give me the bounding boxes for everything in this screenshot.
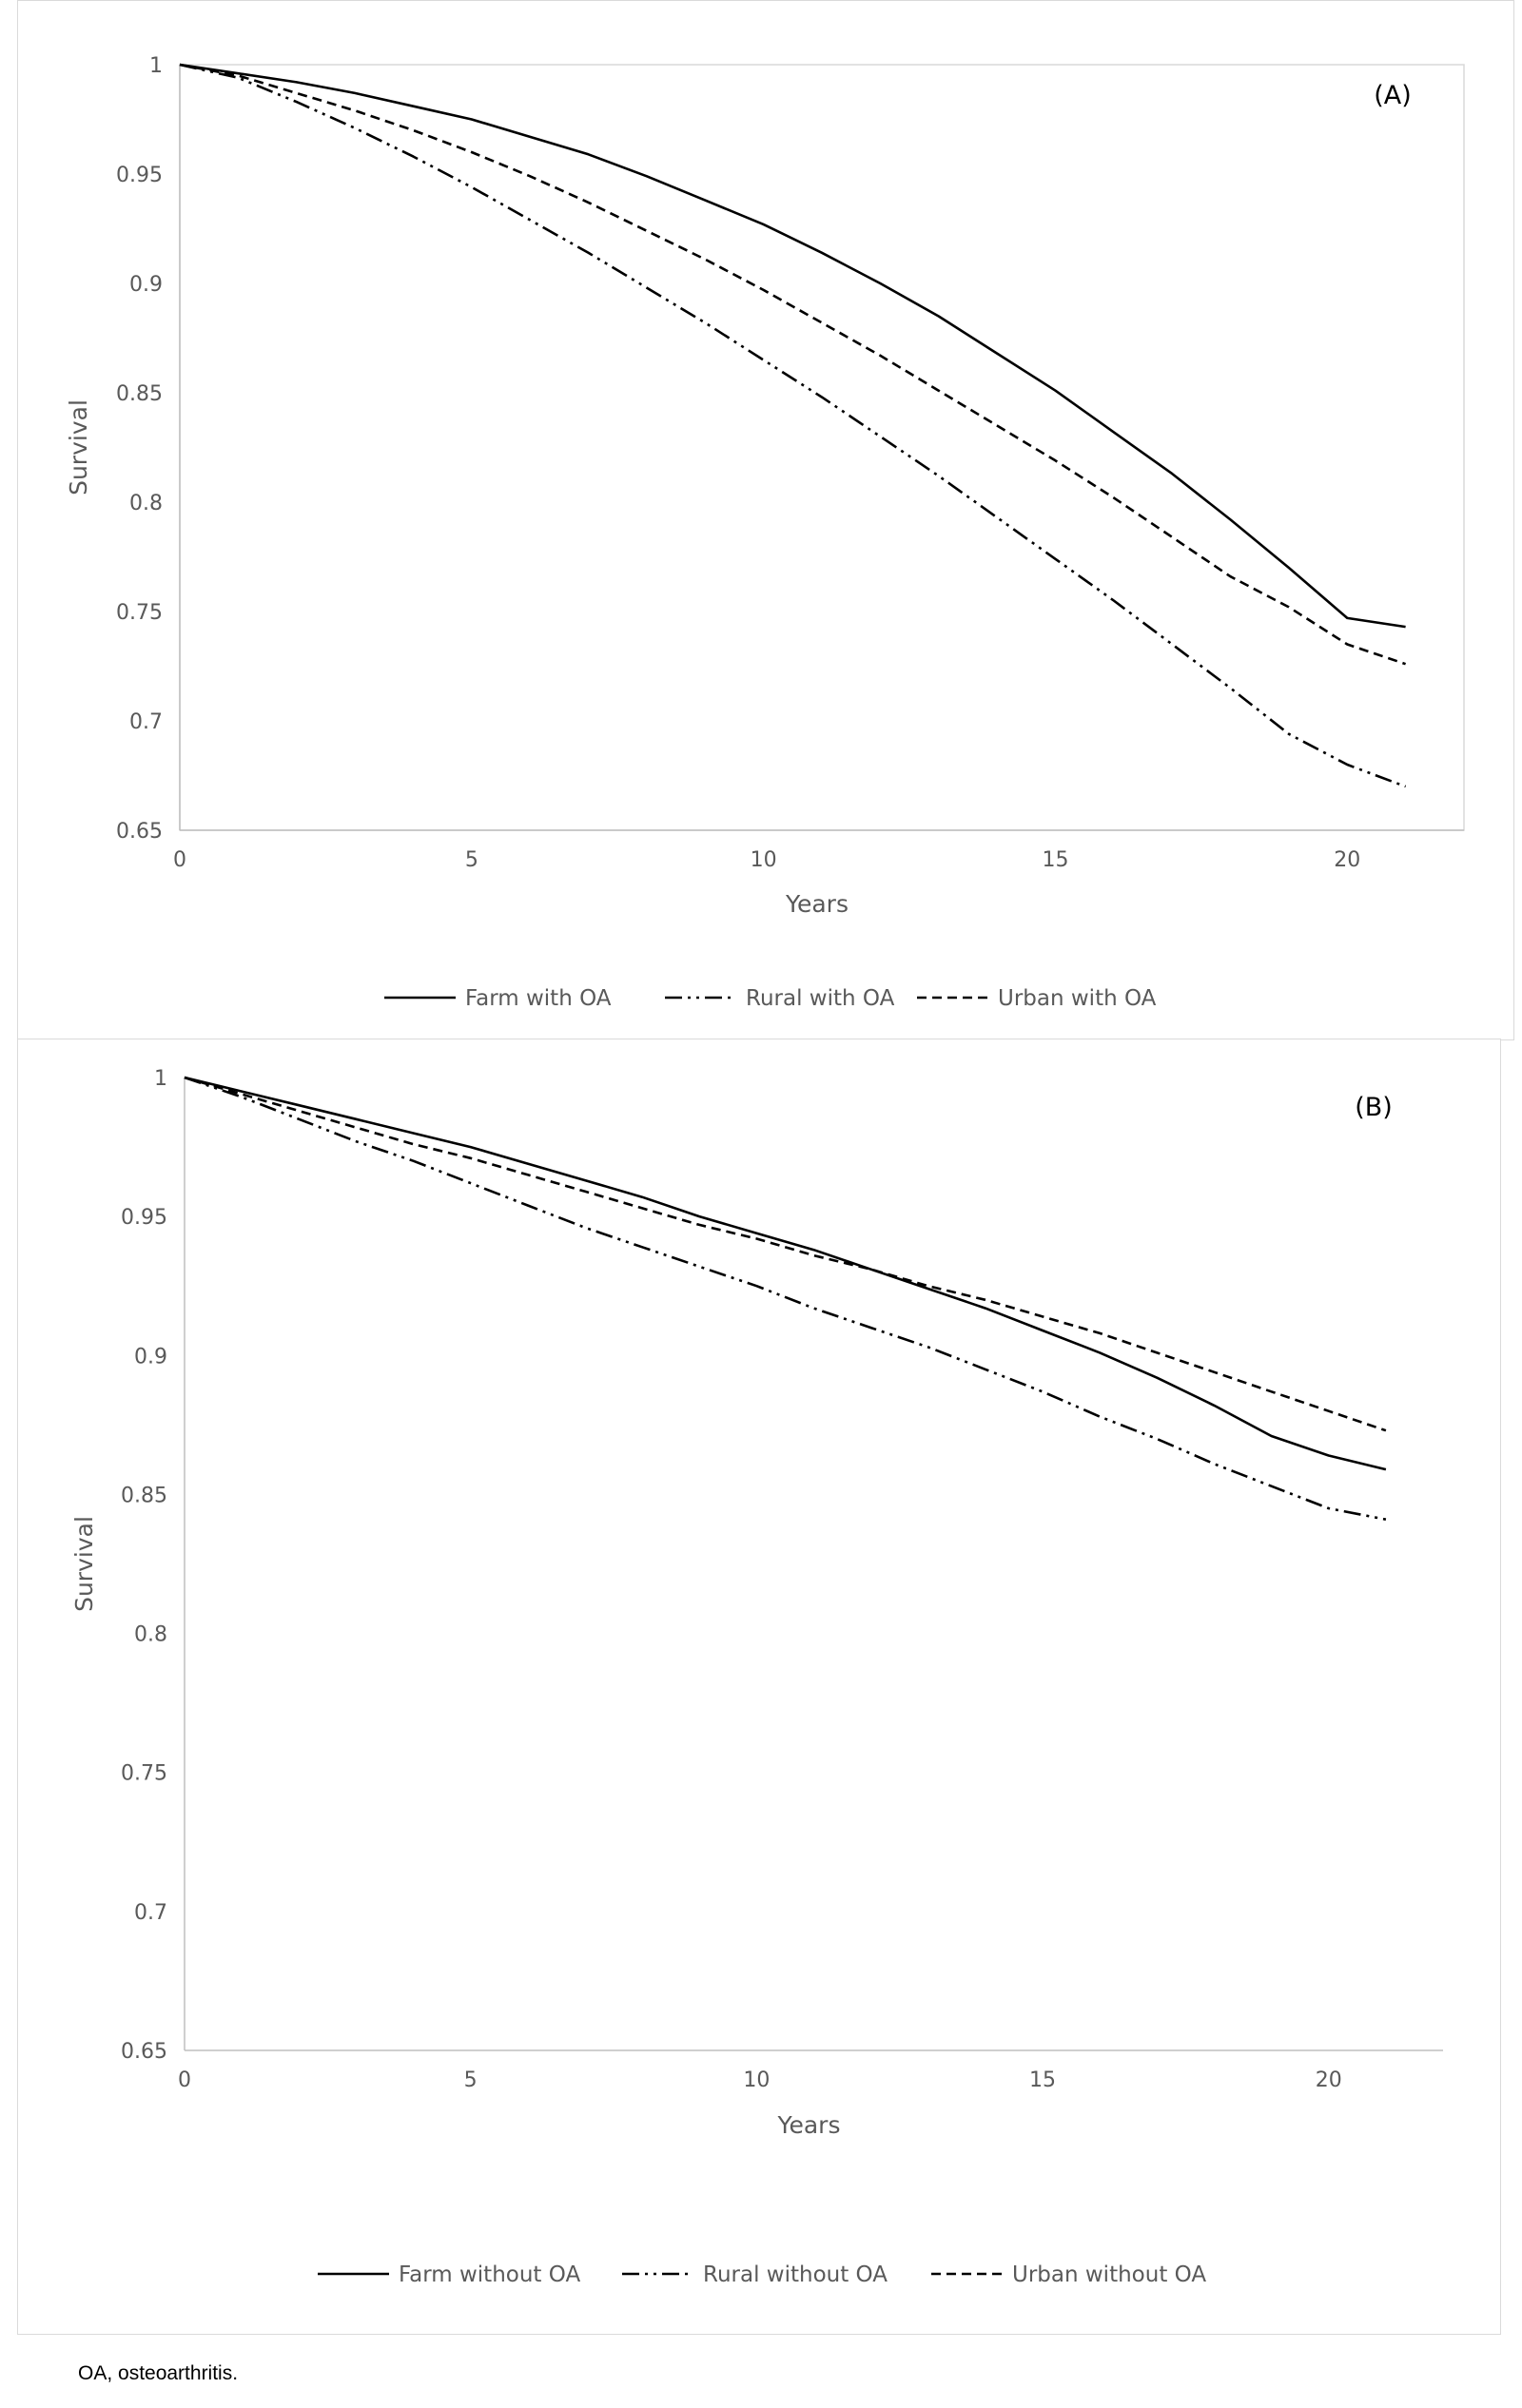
y-tick-label: 0.7 [134, 1901, 167, 1925]
y-tick-label: 0.65 [121, 2040, 167, 2064]
x-tick-label: 15 [1029, 2068, 1056, 2092]
series-line-farm-without-oa [184, 1076, 1387, 1471]
x-axis-title: Years [777, 2111, 841, 2139]
y-tick-label: 0.75 [116, 601, 163, 625]
x-tick-label: 0 [178, 2068, 191, 2092]
y-tick-label: 0.8 [129, 492, 163, 515]
y-tick-label: 0.75 [121, 1762, 167, 1786]
panel-label: (A) [1374, 81, 1412, 110]
y-tick-label: 1 [149, 54, 163, 78]
x-tick-label: 5 [464, 2068, 478, 2092]
x-tick-label: 0 [173, 848, 186, 872]
series-line-urban-without-oa [184, 1076, 1387, 1432]
legend-label: Rural with OA [746, 986, 895, 1011]
y-tick-label: 0.85 [121, 1484, 167, 1507]
chart-panel-a: 0.65 0.7 0.75 0.8 0.85 0.9 0.95 1 0 5 10 15 20 Years S… [17, 0, 1514, 1040]
y-axis-title: Survival [70, 1516, 98, 1612]
y-tick-label: 0.85 [116, 382, 163, 406]
legend-label: Urban without OA [1012, 2262, 1206, 2287]
y-tick-label: 0.9 [134, 1345, 167, 1369]
y-tick-label: 0.95 [116, 164, 163, 187]
panel-label: (B) [1355, 1093, 1393, 1122]
y-tick-label: 0.9 [129, 273, 163, 297]
x-axis-title: Years [785, 890, 849, 918]
x-tick-label: 10 [743, 2068, 770, 2092]
series-line-rural-with-oa [179, 63, 1407, 788]
y-tick-label: 0.7 [129, 710, 163, 734]
y-tick-label: 0.95 [121, 1206, 167, 1230]
plot-area-a [179, 64, 1465, 831]
x-tick-label: 20 [1316, 2068, 1342, 2092]
series-line-farm-with-oa [179, 63, 1406, 629]
chart-panel-b: 0.65 0.7 0.75 0.8 0.85 0.9 0.95 1 0 5 10 15 20 Years S… [17, 1039, 1501, 2335]
y-axis-title: Survival [65, 399, 92, 495]
x-tick-label: 5 [465, 848, 478, 872]
y-tick-label: 1 [154, 1067, 167, 1091]
legend-label: Urban with OA [998, 986, 1157, 1011]
figure-caption: OA, osteoarthritis. [78, 2362, 239, 2384]
y-tick-label: 0.8 [134, 1623, 167, 1647]
legend-label: Farm without OA [399, 2262, 580, 2287]
x-tick-label: 20 [1334, 848, 1360, 872]
x-tick-label: 10 [751, 848, 777, 872]
series-line-rural-without-oa [184, 1076, 1387, 1521]
legend-label: Farm with OA [465, 986, 612, 1011]
y-tick-label: 0.65 [116, 820, 163, 844]
legend-label: Rural without OA [703, 2262, 888, 2287]
series-line-urban-with-oa [179, 63, 1407, 666]
x-tick-label: 15 [1042, 848, 1068, 872]
